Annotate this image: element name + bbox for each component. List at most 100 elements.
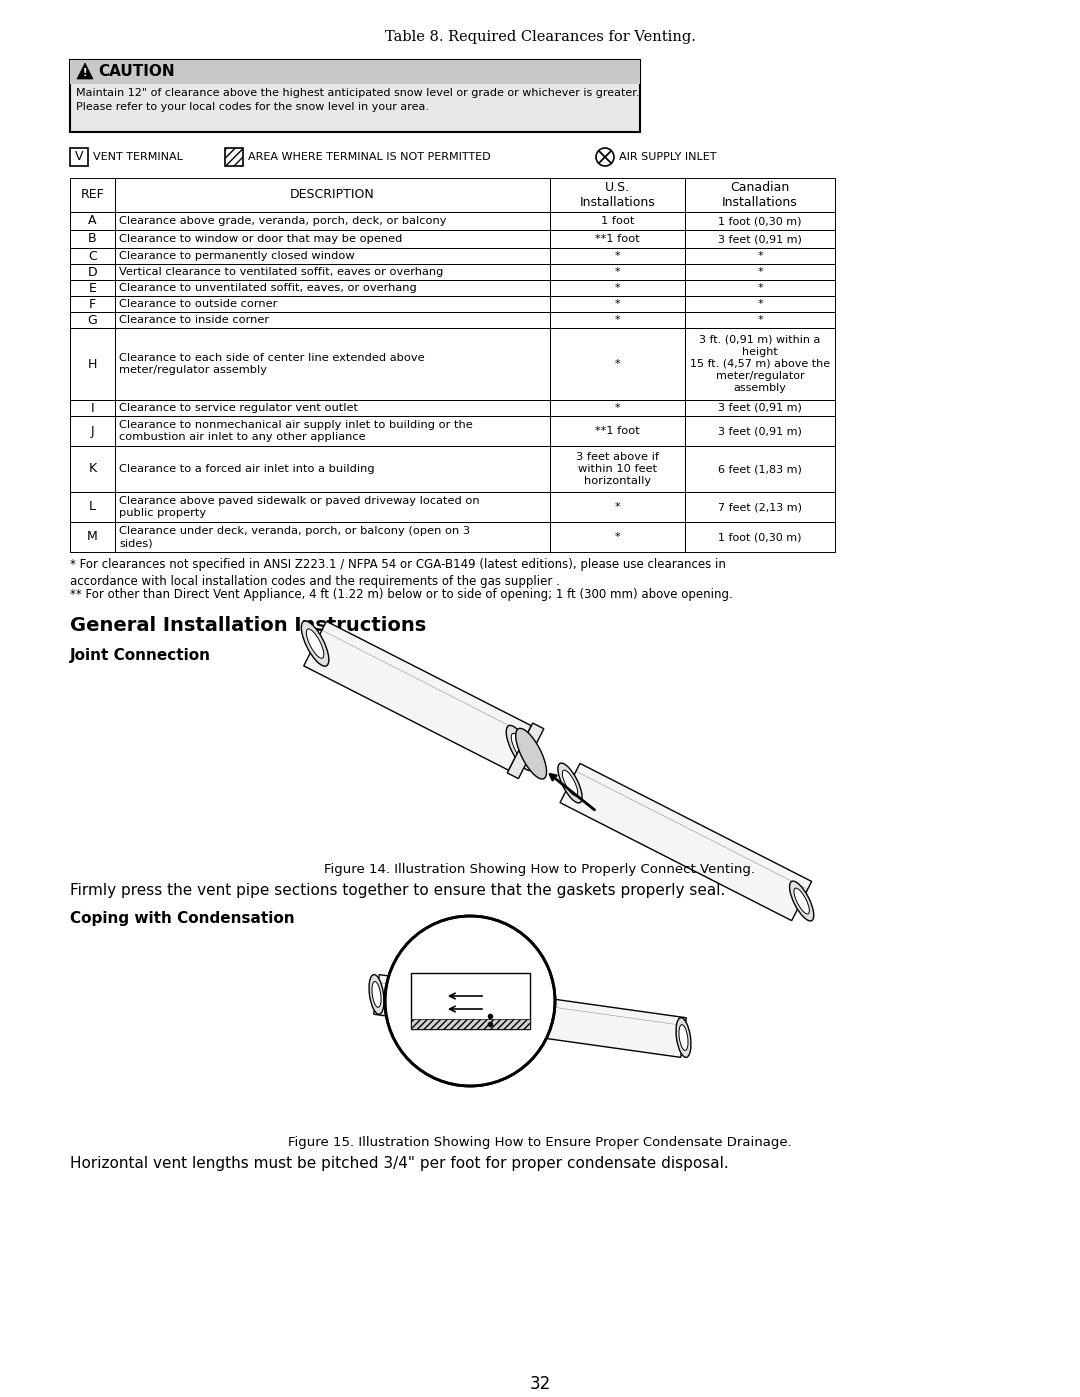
- Text: *: *: [615, 267, 620, 277]
- Text: *: *: [757, 314, 762, 326]
- Bar: [550, 416, 685, 446]
- Text: *: *: [615, 299, 620, 309]
- Text: Clearance to a forced air inlet into a building: Clearance to a forced air inlet into a b…: [119, 464, 375, 474]
- Bar: [550, 492, 685, 522]
- Bar: [550, 249, 685, 264]
- Text: *: *: [757, 267, 762, 277]
- Bar: [550, 522, 685, 552]
- Bar: [550, 446, 685, 492]
- Polygon shape: [410, 1018, 529, 1030]
- Bar: [550, 212, 685, 231]
- Text: 7 feet (2,13 m): 7 feet (2,13 m): [718, 502, 802, 511]
- Bar: [685, 279, 835, 296]
- Bar: [550, 400, 685, 416]
- Text: Clearance to permanently closed window: Clearance to permanently closed window: [119, 251, 354, 261]
- Ellipse shape: [511, 733, 529, 763]
- Text: DESCRIPTION: DESCRIPTION: [291, 189, 375, 201]
- Polygon shape: [410, 972, 529, 1030]
- Text: F: F: [89, 298, 96, 310]
- Text: 6 feet (1,83 m): 6 feet (1,83 m): [718, 464, 802, 474]
- Text: 3 ft. (0,91 m) within a
height
15 ft. (4,57 m) above the
meter/regulator
assembl: 3 ft. (0,91 m) within a height 15 ft. (4…: [690, 335, 831, 393]
- Bar: [114, 177, 550, 212]
- Polygon shape: [561, 763, 812, 921]
- Text: V: V: [75, 151, 83, 163]
- Bar: [685, 212, 835, 231]
- Bar: [114, 279, 550, 296]
- Bar: [685, 177, 835, 212]
- Bar: [114, 231, 550, 249]
- Text: **1 foot: **1 foot: [595, 235, 639, 244]
- Bar: [685, 522, 835, 552]
- Bar: [685, 231, 835, 249]
- Bar: [70, 60, 640, 131]
- Bar: [70, 177, 114, 212]
- Ellipse shape: [563, 770, 578, 796]
- Text: Canadian
Installations: Canadian Installations: [723, 180, 798, 210]
- Text: U.S.
Installations: U.S. Installations: [580, 180, 656, 210]
- Bar: [70, 249, 114, 264]
- Bar: [114, 522, 550, 552]
- Ellipse shape: [794, 888, 809, 914]
- Bar: [114, 400, 550, 416]
- Text: *: *: [757, 251, 762, 261]
- Text: 3 feet (0,91 m): 3 feet (0,91 m): [718, 402, 802, 414]
- Circle shape: [384, 916, 555, 1085]
- Text: Clearance to outside corner: Clearance to outside corner: [119, 299, 278, 309]
- Text: C: C: [89, 250, 97, 263]
- Text: *: *: [757, 284, 762, 293]
- Ellipse shape: [789, 882, 813, 921]
- Bar: [70, 522, 114, 552]
- Text: *: *: [615, 402, 620, 414]
- Text: B: B: [89, 232, 97, 246]
- Bar: [114, 264, 550, 279]
- Bar: [685, 416, 835, 446]
- Text: Horizontal vent lengths must be pitched 3/4" per foot for proper condensate disp: Horizontal vent lengths must be pitched …: [70, 1155, 729, 1171]
- Text: 1 foot (0,30 m): 1 foot (0,30 m): [718, 217, 801, 226]
- Text: Clearance to nonmechanical air supply inlet to building or the
combustion air in: Clearance to nonmechanical air supply in…: [119, 420, 473, 441]
- Bar: [70, 312, 114, 328]
- Bar: [685, 264, 835, 279]
- Text: AREA WHERE TERMINAL IS NOT PERMITTED: AREA WHERE TERMINAL IS NOT PERMITTED: [248, 152, 490, 162]
- Text: !: !: [83, 68, 87, 78]
- Bar: [685, 312, 835, 328]
- Bar: [114, 312, 550, 328]
- Text: M: M: [87, 531, 98, 543]
- Text: CAUTION: CAUTION: [98, 64, 175, 80]
- Bar: [70, 400, 114, 416]
- Bar: [70, 264, 114, 279]
- Polygon shape: [508, 724, 544, 778]
- Bar: [70, 328, 114, 400]
- Bar: [550, 231, 685, 249]
- Bar: [70, 416, 114, 446]
- Text: Clearance above paved sidewalk or paved driveway located on
public property: Clearance above paved sidewalk or paved …: [119, 496, 480, 518]
- Text: Clearance to each side of center line extended above
meter/regulator assembly: Clearance to each side of center line ex…: [119, 353, 424, 374]
- Text: Clearance to unventilated soffit, eaves, or overhang: Clearance to unventilated soffit, eaves,…: [119, 284, 417, 293]
- Bar: [70, 60, 640, 84]
- Bar: [550, 279, 685, 296]
- Bar: [225, 148, 243, 166]
- Bar: [114, 446, 550, 492]
- Text: VENT TERMINAL: VENT TERMINAL: [93, 152, 183, 162]
- Text: Vertical clearance to ventilated soffit, eaves or overhang: Vertical clearance to ventilated soffit,…: [119, 267, 444, 277]
- Text: 3 feet above if
within 10 feet
horizontally: 3 feet above if within 10 feet horizonta…: [576, 453, 659, 486]
- Bar: [114, 416, 550, 446]
- Bar: [685, 249, 835, 264]
- Bar: [550, 264, 685, 279]
- Ellipse shape: [558, 763, 582, 803]
- Bar: [685, 446, 835, 492]
- Bar: [550, 296, 685, 312]
- Text: L: L: [89, 500, 96, 514]
- Text: Clearance to inside corner: Clearance to inside corner: [119, 314, 269, 326]
- Circle shape: [596, 148, 615, 166]
- Text: Clearance to window or door that may be opened: Clearance to window or door that may be …: [119, 235, 403, 244]
- Bar: [685, 328, 835, 400]
- Text: H: H: [87, 358, 97, 370]
- Bar: [685, 296, 835, 312]
- Bar: [114, 492, 550, 522]
- Bar: [70, 212, 114, 231]
- Ellipse shape: [369, 975, 384, 1014]
- Text: * For clearances not specified in ANSI Z223.1 / NFPA 54 or CGA-B149 (latest edit: * For clearances not specified in ANSI Z…: [70, 557, 726, 588]
- Bar: [70, 446, 114, 492]
- Bar: [70, 279, 114, 296]
- Bar: [550, 312, 685, 328]
